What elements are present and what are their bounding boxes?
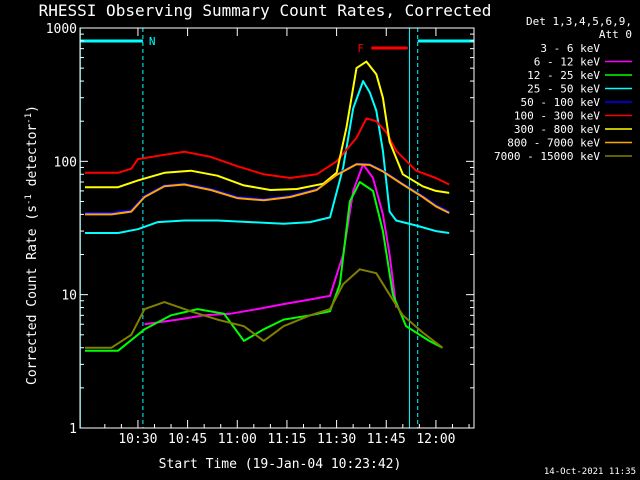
legend-label-5: 50 - 100 keV [521, 96, 601, 109]
series-line-5 [85, 162, 450, 214]
plot-frame [79, 27, 475, 429]
chart-title: RHESSI Observing Summary Count Rates, Co… [39, 1, 492, 20]
y-tick-label-3: 100 [54, 155, 77, 170]
y-tick-label-2: 10 [61, 289, 77, 304]
legend-label-9: 7000 - 15000 keV [494, 150, 600, 163]
x-tick-label-2: 10:45 [168, 432, 207, 447]
x-axis-label: Start Time (19-Jan-04 10:23:42) [159, 457, 402, 472]
series-layer [85, 60, 450, 405]
series-line-3 [85, 181, 443, 352]
series-line-8 [85, 163, 450, 216]
axes-layer: 10:30 10:45 11:00 11:15 11:30 11:45 12:00 1 10 10… [46, 22, 475, 447]
x-tick-label-7: 12:00 [416, 432, 455, 447]
x-tick-label-1: 10:30 [118, 432, 157, 447]
y-tick-label-1: 1 [69, 422, 77, 437]
legend-label-3: 12 - 25 keV [527, 69, 600, 82]
legend-header-2: Att 0 [599, 28, 632, 41]
flare-annotation: F [357, 42, 364, 55]
legend-label-8: 800 - 7000 keV [507, 137, 600, 150]
y-tick-label-4: 1000 [46, 22, 77, 37]
x-tick-label-3: 11:00 [218, 432, 257, 447]
series-line-7 [85, 60, 450, 194]
x-tick-label-5: 11:30 [317, 432, 356, 447]
x-tick-label-4: 11:15 [267, 432, 306, 447]
x-tick-label-6: 11:45 [367, 432, 406, 447]
legend-label-4: 25 - 50 keV [527, 83, 600, 96]
night-annotation: N [149, 35, 156, 48]
legend-label-1: 3 - 6 keV [540, 42, 600, 55]
series-line-2 [144, 163, 398, 326]
series-line-1 [144, 177, 394, 405]
legend-label-7: 300 - 800 keV [514, 123, 600, 136]
legend-label-2: 6 - 12 keV [534, 56, 601, 69]
series-line-6 [85, 117, 450, 186]
series-line-9 [85, 268, 444, 349]
y-axis-label: Corrected Count Rate (s-1 detector-1) [24, 105, 40, 385]
legend-label-6: 100 - 300 keV [514, 110, 600, 123]
footer-timestamp: 14-Oct-2021 11:35 [544, 467, 636, 477]
legend-header-1: Det 1,3,4,5,6,9, [526, 15, 632, 28]
series-line-4 [85, 80, 450, 234]
